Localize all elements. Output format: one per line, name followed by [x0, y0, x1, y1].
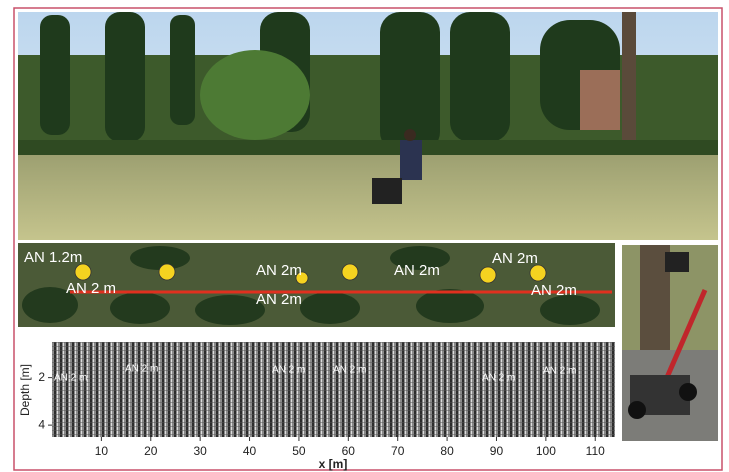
x-tick-label: 10	[95, 444, 109, 458]
radar-annotation: AN 2 m	[272, 365, 305, 376]
radar-annotation: AN 2 m	[482, 373, 515, 384]
x-axis-label: x [m]	[319, 457, 348, 471]
page: AN 1.2m AN 2 m AN 2m AN 2m AN 2m AN 2m A…	[0, 0, 729, 472]
aerial-label: AN 2m	[531, 282, 577, 299]
x-tick-label: 110	[586, 444, 605, 458]
x-tick-label: 40	[243, 444, 257, 458]
aerial-label: AN 2m	[256, 291, 302, 308]
gpr-photo	[622, 245, 718, 441]
aerial-label: AN 2 m	[66, 280, 116, 297]
x-tick-label: 80	[440, 444, 454, 458]
aerial-label: AN 2m	[256, 262, 302, 279]
x-tick-label: 90	[490, 444, 504, 458]
aerial-label: AN 1.2m	[24, 249, 82, 266]
aerial-label: AN 2m	[394, 262, 440, 279]
field-photo	[18, 12, 718, 240]
radar-annotation: AN 2 m	[125, 364, 158, 375]
aerial-map: AN 1.2m AN 2 m AN 2m AN 2m AN 2m AN 2m A…	[18, 243, 615, 327]
x-tick-label: 70	[391, 444, 405, 458]
radar-annotation: AN 2 m	[543, 366, 576, 377]
y-tick-label: 2	[38, 370, 45, 384]
figure: AN 1.2m AN 2 m AN 2m AN 2m AN 2m AN 2m A…	[0, 0, 729, 472]
y-axis-label: Depth [m]	[18, 364, 32, 416]
aerial-label: AN 2m	[492, 250, 538, 267]
x-tick-label: 100	[536, 444, 556, 458]
radargram	[52, 342, 615, 437]
radar-annotation: AN 2 m	[54, 373, 87, 384]
x-tick-label: 60	[342, 444, 356, 458]
radar-annotation: AN 2 m	[333, 365, 366, 376]
x-tick-label: 30	[193, 444, 207, 458]
x-tick-label: 20	[144, 444, 158, 458]
y-tick-label: 4	[38, 417, 45, 431]
x-tick-label: 50	[292, 444, 306, 458]
